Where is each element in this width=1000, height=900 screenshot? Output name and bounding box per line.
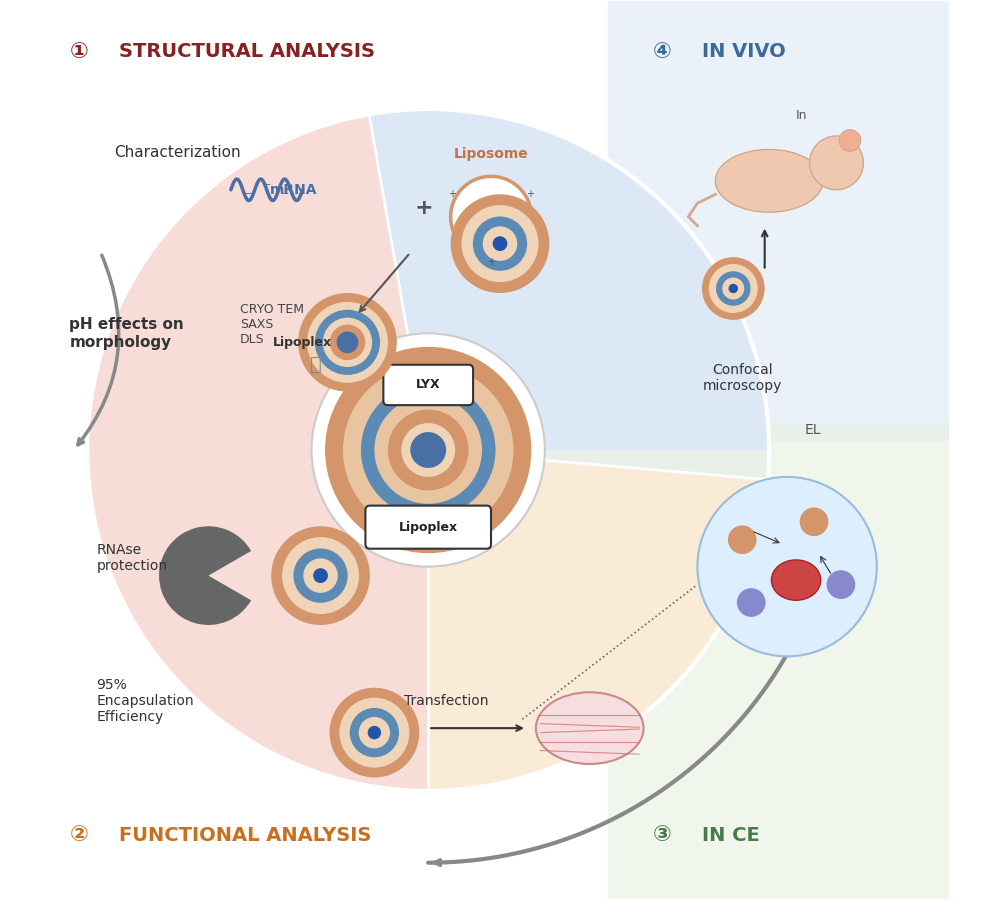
Wedge shape <box>428 450 768 791</box>
Circle shape <box>729 284 738 293</box>
Circle shape <box>330 688 419 778</box>
Text: CRYO TEM
SAXS
DLS: CRYO TEM SAXS DLS <box>240 303 304 346</box>
Wedge shape <box>428 450 769 480</box>
Circle shape <box>709 264 758 313</box>
Circle shape <box>702 257 765 320</box>
Wedge shape <box>428 450 769 480</box>
Circle shape <box>323 318 372 367</box>
Text: ③: ③ <box>653 824 671 845</box>
Circle shape <box>401 423 455 477</box>
Text: +: + <box>526 189 534 199</box>
FancyBboxPatch shape <box>608 423 958 900</box>
Text: RNAse
protection: RNAse protection <box>96 543 167 572</box>
Circle shape <box>722 277 744 300</box>
Ellipse shape <box>715 149 823 212</box>
Text: LYX: LYX <box>416 378 441 391</box>
Circle shape <box>330 325 365 360</box>
Text: −: − <box>262 180 271 190</box>
Text: +: + <box>414 198 433 218</box>
Circle shape <box>473 217 527 271</box>
Circle shape <box>337 331 358 353</box>
Circle shape <box>410 432 446 468</box>
Circle shape <box>737 589 766 616</box>
Circle shape <box>462 205 538 282</box>
Circle shape <box>483 227 517 261</box>
Circle shape <box>451 194 549 293</box>
Text: ⌕: ⌕ <box>310 356 322 374</box>
Text: IN CE: IN CE <box>702 826 760 845</box>
Circle shape <box>315 310 380 375</box>
Text: EL: EL <box>805 423 822 437</box>
Circle shape <box>303 558 338 593</box>
Circle shape <box>374 396 482 504</box>
Circle shape <box>368 726 381 740</box>
FancyBboxPatch shape <box>365 506 491 549</box>
Ellipse shape <box>536 692 644 764</box>
Wedge shape <box>87 114 428 791</box>
Text: Transfection: Transfection <box>404 694 488 708</box>
Text: Confocal
microscopy: Confocal microscopy <box>703 363 782 393</box>
Text: +: + <box>448 189 456 199</box>
Circle shape <box>350 708 399 757</box>
Circle shape <box>293 548 348 603</box>
Wedge shape <box>87 114 428 791</box>
FancyBboxPatch shape <box>383 364 473 405</box>
Circle shape <box>827 571 855 598</box>
Text: −: − <box>280 189 289 199</box>
Text: Liposome: Liposome <box>454 147 528 161</box>
Circle shape <box>839 130 861 151</box>
Text: +: + <box>487 256 495 266</box>
Wedge shape <box>428 450 768 791</box>
Text: ①: ① <box>69 41 88 62</box>
Circle shape <box>716 271 751 306</box>
Text: Lipoplex: Lipoplex <box>399 521 458 534</box>
Circle shape <box>325 346 531 554</box>
Circle shape <box>388 410 469 490</box>
Text: In: In <box>796 109 808 122</box>
Text: ②: ② <box>69 824 88 845</box>
Circle shape <box>359 717 390 748</box>
Text: pH effects on
morphology: pH effects on morphology <box>69 317 184 349</box>
Text: 95%
Encapsulation
Efficiency: 95% Encapsulation Efficiency <box>96 678 194 725</box>
Text: −: − <box>244 189 253 199</box>
Text: STRUCTURAL ANALYSIS: STRUCTURAL ANALYSIS <box>119 41 375 61</box>
FancyBboxPatch shape <box>608 0 958 441</box>
Circle shape <box>451 176 531 257</box>
Circle shape <box>339 698 409 768</box>
Circle shape <box>800 508 828 536</box>
Circle shape <box>298 293 397 392</box>
Circle shape <box>810 136 863 190</box>
Text: Characterization: Characterization <box>114 145 241 160</box>
Text: mRNA: mRNA <box>270 183 317 197</box>
Circle shape <box>343 364 513 536</box>
Circle shape <box>361 382 496 518</box>
Wedge shape <box>369 109 769 450</box>
Text: IN VIVO: IN VIVO <box>702 41 786 61</box>
Text: FUNCTIONAL ANALYSIS: FUNCTIONAL ANALYSIS <box>119 826 371 845</box>
Circle shape <box>307 302 388 382</box>
Wedge shape <box>159 526 251 625</box>
Text: ④: ④ <box>653 41 671 62</box>
Circle shape <box>697 477 877 656</box>
Text: Lipoplex: Lipoplex <box>273 336 332 349</box>
Circle shape <box>271 526 370 625</box>
Circle shape <box>312 333 545 567</box>
Circle shape <box>728 526 757 554</box>
Wedge shape <box>369 109 769 450</box>
Circle shape <box>493 236 507 251</box>
Circle shape <box>313 568 328 583</box>
Circle shape <box>282 537 359 614</box>
Ellipse shape <box>771 560 821 600</box>
